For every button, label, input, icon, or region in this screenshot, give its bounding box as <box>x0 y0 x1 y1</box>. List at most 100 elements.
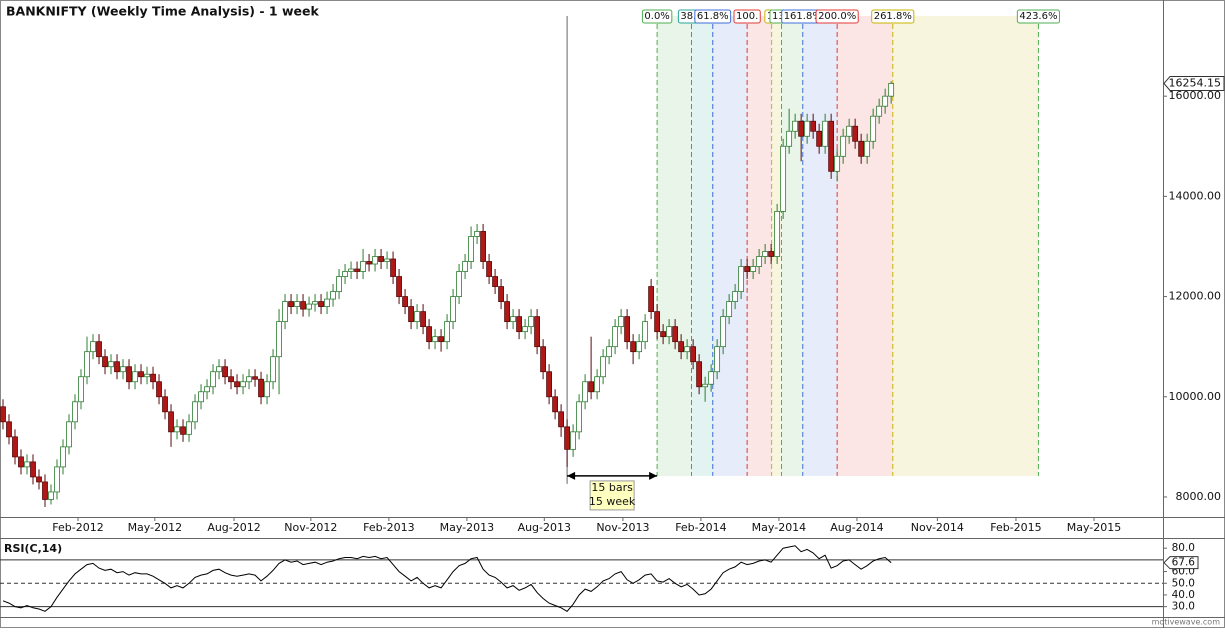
candle-body <box>60 446 66 468</box>
candle-body <box>366 261 372 265</box>
candle-body <box>684 346 691 353</box>
candle-body <box>702 383 709 388</box>
fib-zone <box>657 16 692 476</box>
candle-body <box>120 366 126 373</box>
measure-box <box>589 480 635 511</box>
candle-body <box>138 371 144 378</box>
candle-body <box>384 258 390 262</box>
x-tick-label: Feb-2015 <box>990 521 1041 534</box>
candle-body <box>198 391 204 403</box>
candle-body <box>12 436 18 458</box>
candle-body <box>834 155 841 172</box>
candle-body <box>132 371 138 383</box>
candle-body <box>414 311 420 323</box>
candle-body <box>636 341 643 353</box>
x-tick-label: May-2012 <box>128 521 183 534</box>
candle-body <box>264 381 270 398</box>
fib-zone <box>802 16 838 476</box>
fib-zone <box>747 16 772 476</box>
x-tick-label: May-2014 <box>752 521 807 534</box>
fib-label-box <box>815 9 859 24</box>
candle-body <box>732 291 739 302</box>
measure-text: 15 week <box>589 495 636 508</box>
candle-body <box>270 356 276 383</box>
candle-body <box>666 326 673 338</box>
x-tick-label: Feb-2012 <box>52 521 103 534</box>
x-tick-label: Feb-2013 <box>363 521 414 534</box>
candle-body <box>672 326 679 343</box>
rsi-title: RSI(C,14) <box>4 542 62 555</box>
candle-body <box>594 376 601 393</box>
candle-body <box>312 301 318 305</box>
candle-body <box>576 401 582 433</box>
candle-body <box>612 326 619 348</box>
candle-body <box>234 381 240 388</box>
fib-label: 61.8% <box>697 11 729 22</box>
candle-body <box>870 115 877 142</box>
candle-body <box>240 381 246 388</box>
fib-label: 161.8% <box>784 11 822 22</box>
y-tick-label: 40.0 <box>1172 589 1195 601</box>
candle-body <box>816 130 823 147</box>
candle-body <box>336 276 342 292</box>
candle-body <box>426 326 432 343</box>
fib-label: 0.0% <box>644 11 669 22</box>
x-tick-label: May-2015 <box>1067 521 1122 534</box>
candle-body <box>318 301 324 307</box>
candle-body <box>186 421 192 435</box>
candle-body <box>396 276 402 297</box>
candle-body <box>498 286 504 302</box>
candle-body <box>786 130 793 147</box>
candle-body <box>174 426 180 433</box>
x-tick-label: Aug-2014 <box>830 521 883 534</box>
candle-body <box>24 461 30 468</box>
x-tick-label: Nov-2014 <box>911 521 964 534</box>
candle-body <box>648 286 655 313</box>
fib-label: 38.2 <box>680 11 702 22</box>
candle-body <box>342 271 348 277</box>
candle-body <box>114 361 120 373</box>
candle-body <box>624 316 631 343</box>
candle-body <box>258 378 264 398</box>
candle-body <box>756 256 763 267</box>
x-tick-label: May-2013 <box>440 521 495 534</box>
candle-body <box>744 266 751 272</box>
candle-body <box>468 236 474 262</box>
fib-zone <box>837 16 893 476</box>
candle-body <box>582 381 589 403</box>
candle-body <box>840 135 847 157</box>
candle-body <box>408 306 414 323</box>
candle-body <box>618 316 625 328</box>
candle-body <box>192 401 198 423</box>
candle-body <box>330 291 336 300</box>
candle-body <box>678 341 685 353</box>
candle-body <box>30 461 36 478</box>
candle-body <box>492 276 498 287</box>
candle-body <box>846 125 853 137</box>
candle-body <box>204 386 210 393</box>
candle-body <box>810 120 817 132</box>
candle-body <box>546 371 552 398</box>
candle-body <box>378 256 384 262</box>
plot: 0.0%38.261.8%100.1.138161.8%200.0%261.8%… <box>0 9 1225 613</box>
candle-body <box>36 476 42 483</box>
x-tick-label: Aug-2013 <box>518 521 571 534</box>
candle-body <box>228 376 234 383</box>
candle-body <box>864 140 871 157</box>
candle-body <box>288 301 294 307</box>
candle-body <box>798 120 805 137</box>
candle-body <box>570 431 576 450</box>
last-rsi-box <box>1163 556 1199 570</box>
candle-body <box>360 261 366 272</box>
candle-body <box>66 421 72 448</box>
fib-label: 200.0% <box>818 11 856 22</box>
fib-zone <box>781 16 803 476</box>
fib-label-box <box>641 9 673 24</box>
candle-body <box>516 316 522 333</box>
fib-label-box <box>1016 9 1060 24</box>
candle-body <box>276 321 282 358</box>
candle-body <box>852 125 859 142</box>
candle-body <box>222 366 228 378</box>
candle-body <box>774 211 781 257</box>
